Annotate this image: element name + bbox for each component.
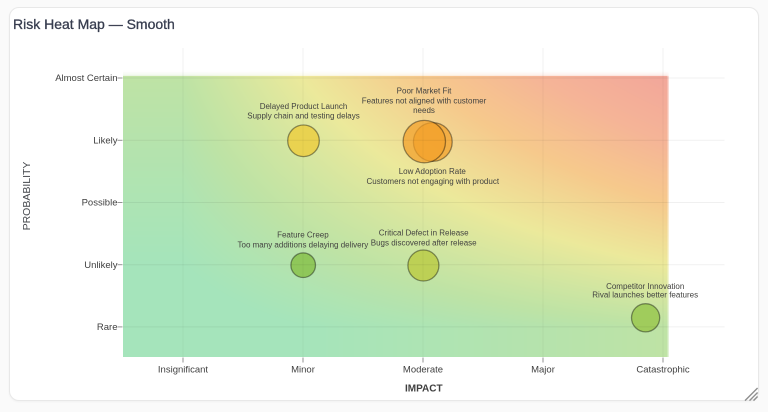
- svg-text:Catastrophic: Catastrophic: [636, 365, 690, 376]
- svg-text:Too many additions delaying de: Too many additions delaying delivery: [238, 241, 369, 250]
- svg-text:Competitor Innovation: Competitor Innovation: [606, 282, 684, 291]
- svg-text:Low Adoption Rate: Low Adoption Rate: [399, 167, 467, 176]
- svg-text:Critical Defect in Release: Critical Defect in Release: [379, 229, 469, 238]
- svg-text:IMPACT: IMPACT: [405, 384, 443, 395]
- svg-text:needs: needs: [413, 106, 435, 115]
- svg-text:Moderate: Moderate: [403, 365, 443, 376]
- svg-text:Insignificant: Insignificant: [158, 365, 209, 376]
- svg-text:Unlikely: Unlikely: [84, 260, 118, 271]
- svg-text:PROBABILITY: PROBABILITY: [21, 162, 33, 231]
- svg-text:Likely: Likely: [93, 136, 118, 147]
- svg-text:Possible: Possible: [82, 198, 118, 209]
- svg-text:Bugs discovered after release: Bugs discovered after release: [371, 238, 477, 247]
- svg-text:Almost Certain: Almost Certain: [55, 73, 117, 84]
- svg-text:Features not aligned with cust: Features not aligned with customer: [362, 97, 487, 106]
- svg-text:Delayed Product Launch: Delayed Product Launch: [260, 102, 348, 111]
- svg-text:Rare: Rare: [97, 322, 118, 333]
- svg-text:Customers not engaging with pr: Customers not engaging with product: [367, 177, 500, 186]
- svg-text:Poor Market Fit: Poor Market Fit: [397, 87, 452, 96]
- svg-text:Feature Creep: Feature Creep: [277, 231, 329, 240]
- svg-text:Minor: Minor: [291, 365, 315, 376]
- svg-text:Supply chain and testing delay: Supply chain and testing delays: [247, 112, 360, 121]
- svg-text:Major: Major: [531, 365, 555, 376]
- svg-text:Rival launches better features: Rival launches better features: [592, 291, 698, 300]
